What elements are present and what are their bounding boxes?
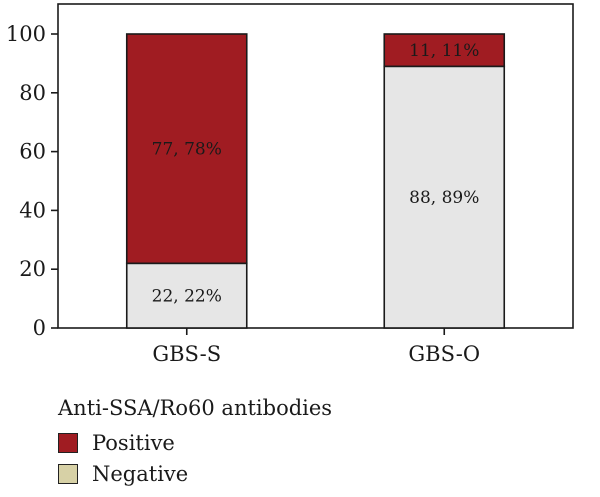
- y-tick-label-40: 40: [19, 198, 46, 222]
- data-label-gbs-o-positive: 11, 11%: [409, 41, 479, 61]
- chart: 0 20 40 60 80 100 22, 22% 77, 78% GBS-S 88, 89% 11…: [6, 3, 574, 366]
- bar-gbs-o-negative: [383, 65, 506, 329]
- legend-item-negative: Negative: [58, 458, 478, 489]
- data-label-gbs-o-negative: 88, 89%: [409, 188, 479, 208]
- y-tick-label-0: 0: [33, 316, 46, 340]
- legend-label-positive: Positive: [92, 430, 175, 455]
- legend-label-negative: Negative: [92, 461, 189, 486]
- legend-swatch-negative: [58, 463, 78, 484]
- y-tick-label-60: 60: [19, 140, 46, 164]
- legend-title: Anti-SSA/Ro60 antibodies: [58, 396, 333, 420]
- y-tick-label-20: 20: [19, 257, 46, 281]
- legend: Anti-SSA/Ro60 antibodies Positive Negati…: [58, 394, 478, 489]
- y-tick-label-100: 100: [6, 22, 46, 46]
- bar-gbs-s-positive: [125, 33, 248, 265]
- x-tick-label-gbs-o: GBS-O: [408, 342, 480, 366]
- data-label-gbs-s-positive: 77, 78%: [152, 140, 222, 160]
- bar-gbs-o-positive: [383, 33, 506, 68]
- y-tick-label-80: 80: [19, 81, 46, 105]
- legend-swatch-positive: [58, 432, 78, 453]
- legend-item-positive: Positive: [58, 427, 478, 458]
- plot-frame: [57, 3, 574, 329]
- data-label-gbs-s-negative: 22, 22%: [152, 287, 222, 307]
- x-tick-label-gbs-s: GBS-S: [152, 342, 221, 366]
